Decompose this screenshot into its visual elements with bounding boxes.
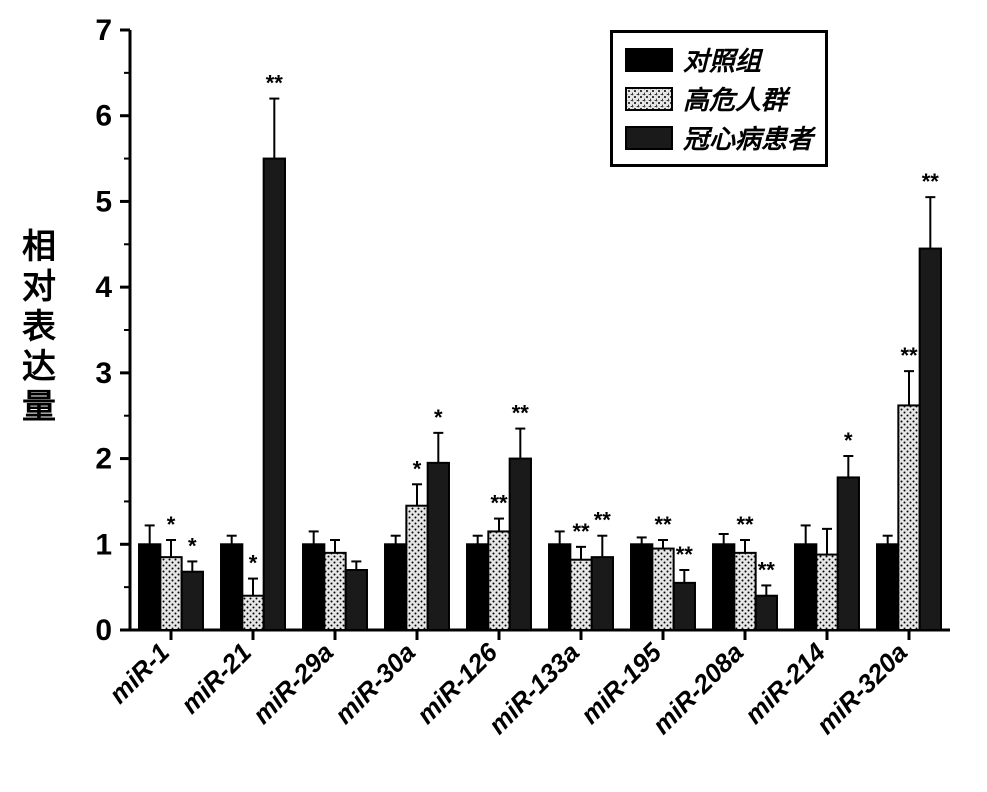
significance-marker: ** <box>922 169 940 194</box>
significance-marker: * <box>188 533 197 558</box>
bar <box>488 531 509 630</box>
bar <box>264 159 285 630</box>
x-tick-label: miR-208a <box>646 637 749 740</box>
bar <box>570 560 591 630</box>
bar <box>795 544 816 630</box>
bar <box>221 544 242 630</box>
legend-swatch <box>625 87 673 111</box>
significance-marker: ** <box>758 557 776 582</box>
y-tick-label: 3 <box>95 357 112 390</box>
y-tick-label: 1 <box>95 528 112 561</box>
x-tick-label: miR-320a <box>810 637 913 740</box>
bar <box>549 544 570 630</box>
bar <box>713 544 734 630</box>
bar <box>734 553 755 630</box>
y-tick-label: 5 <box>95 185 112 218</box>
bar <box>303 544 324 630</box>
bar <box>898 405 919 630</box>
significance-marker: ** <box>900 343 918 368</box>
y-tick-label: 0 <box>95 614 112 647</box>
bar <box>652 549 673 630</box>
bar <box>182 572 203 630</box>
bar <box>920 249 941 630</box>
x-tick-label: miR-21 <box>175 637 258 720</box>
bar <box>160 557 181 630</box>
significance-marker: * <box>249 551 258 576</box>
y-axis-label-char: 对 <box>22 270 56 304</box>
bar <box>242 596 263 630</box>
x-tick-label: miR-133a <box>482 637 585 740</box>
bar <box>385 544 406 630</box>
bar <box>592 557 613 630</box>
y-tick-label: 4 <box>95 271 112 304</box>
x-tick-label: miR-1 <box>103 637 175 709</box>
chart-container: 相对表达量 对照组高危人群冠心病患者 *********************… <box>0 0 987 792</box>
bar <box>816 555 837 630</box>
bar <box>756 596 777 630</box>
legend-label: 对照组 <box>683 41 761 78</box>
bar <box>324 553 345 630</box>
significance-marker: ** <box>654 512 672 537</box>
y-axis-label-char: 表 <box>22 310 56 344</box>
y-axis-label-char: 相 <box>22 230 56 264</box>
significance-marker: * <box>167 512 176 537</box>
x-tick-label: miR-30a <box>329 637 422 730</box>
significance-marker: ** <box>572 519 590 544</box>
significance-marker: * <box>434 405 443 430</box>
significance-marker: ** <box>736 512 754 537</box>
legend-item: 对照组 <box>625 41 813 78</box>
significance-marker: ** <box>676 542 694 567</box>
legend-swatch <box>625 126 673 150</box>
bar <box>838 477 859 630</box>
significance-marker: ** <box>266 71 284 96</box>
significance-marker: ** <box>594 508 612 533</box>
legend: 对照组高危人群冠心病患者 <box>610 30 828 167</box>
bar <box>346 570 367 630</box>
significance-marker: * <box>844 428 853 453</box>
legend-swatch <box>625 48 673 72</box>
significance-marker: ** <box>512 401 530 426</box>
y-tick-label: 2 <box>95 443 112 476</box>
bar <box>428 463 449 630</box>
y-axis-label-char: 量 <box>22 390 56 424</box>
legend-item: 冠心病患者 <box>625 119 813 156</box>
bar <box>877 544 898 630</box>
bar <box>631 544 652 630</box>
bar <box>510 459 531 630</box>
bar <box>139 544 160 630</box>
bar <box>406 506 427 630</box>
bar <box>674 583 695 630</box>
significance-marker: * <box>413 456 422 481</box>
legend-label: 高危人群 <box>683 80 787 117</box>
x-tick-label: miR-29a <box>247 637 340 730</box>
bar <box>467 544 488 630</box>
y-tick-label: 6 <box>95 100 112 133</box>
bar-chart: **************************** 01234567 mi… <box>0 0 987 792</box>
y-axis-label-char: 达 <box>22 350 56 384</box>
significance-marker: ** <box>490 491 508 516</box>
y-tick-label: 7 <box>95 14 112 47</box>
legend-label: 冠心病患者 <box>683 119 813 156</box>
legend-item: 高危人群 <box>625 80 813 117</box>
